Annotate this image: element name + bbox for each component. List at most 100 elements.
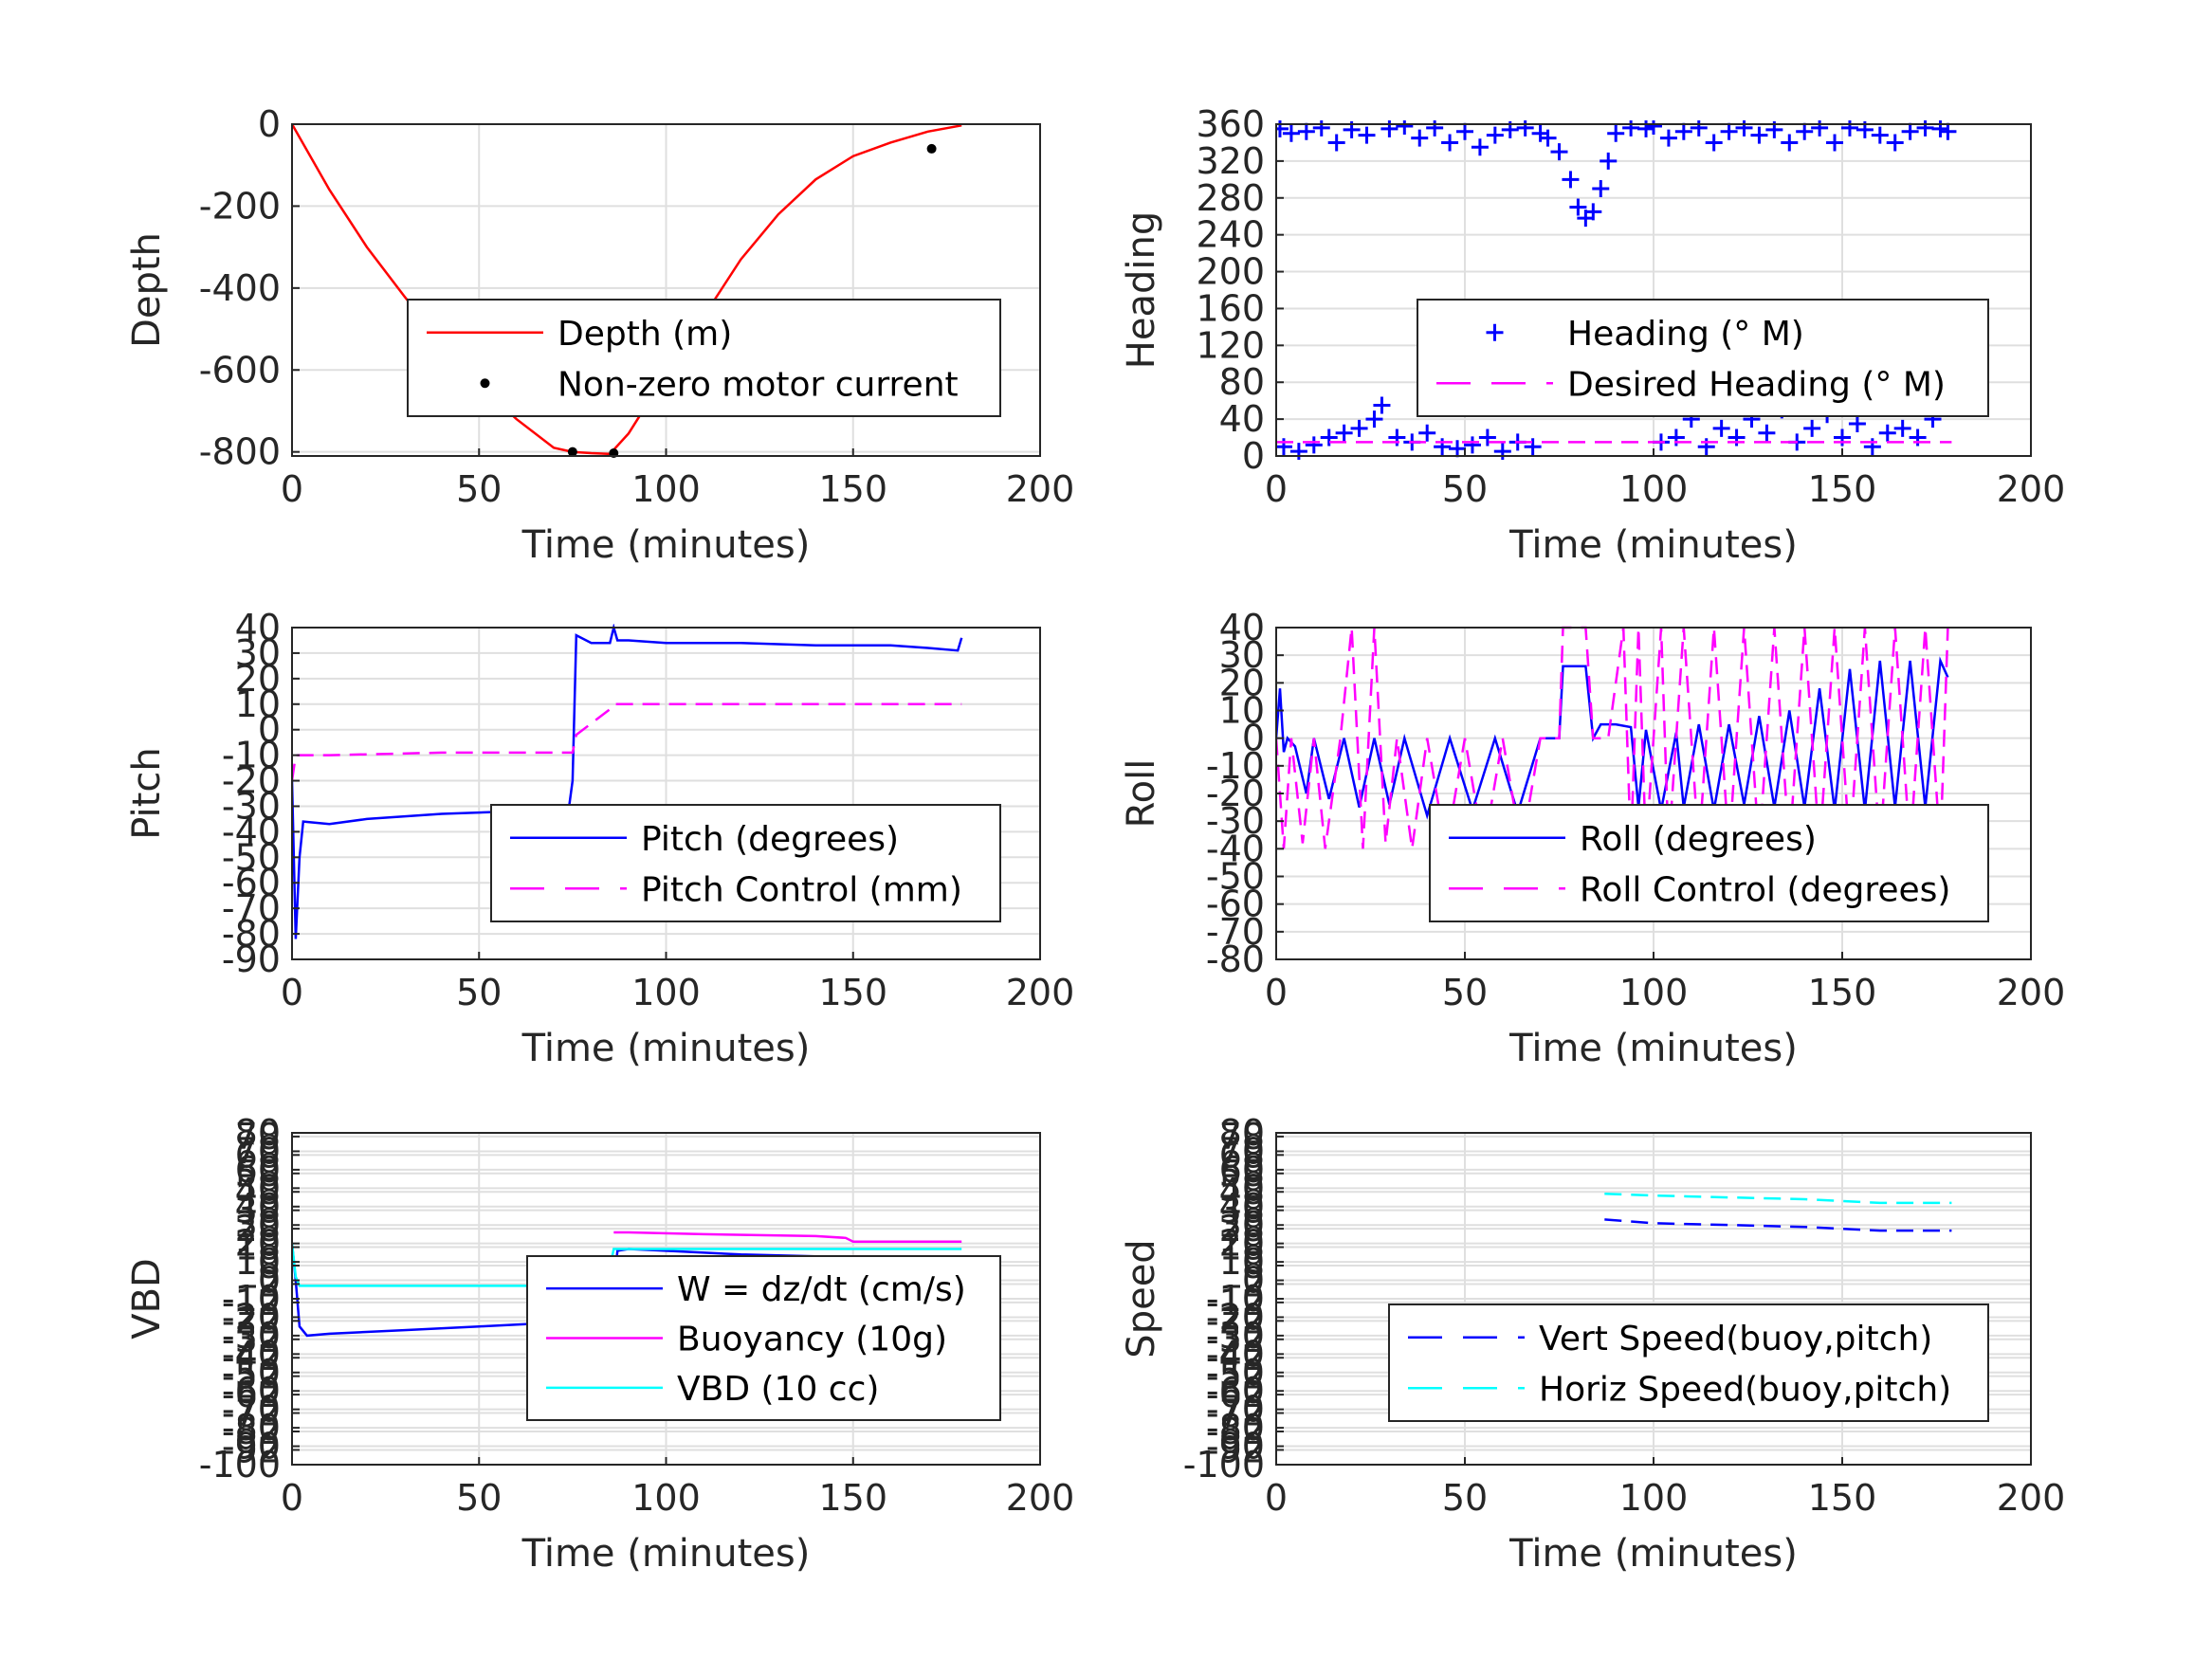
legend: Pitch (degrees) Pitch Control (mm) [490, 804, 1001, 922]
legend-box [1429, 804, 1989, 922]
y-tick-label: 50 [1219, 1167, 1265, 1209]
legend-entry-2-label: Pitch Control (mm) [641, 870, 962, 909]
series-1-point [1674, 122, 1692, 140]
y-tick-label: -800 [199, 431, 281, 473]
y-tick-label: 68 [1219, 1134, 1265, 1176]
series-1-point [1335, 424, 1353, 442]
series-1-point [1840, 120, 1858, 137]
series-1-point [1297, 122, 1315, 140]
y-tick-label: -32 [1206, 1319, 1265, 1360]
y-tick-label: 30 [1219, 1204, 1265, 1246]
y-tick-label: 10 [235, 684, 281, 725]
y-tick-label: -200 [199, 185, 281, 227]
legend: Depth (m) Non-zero motor current [407, 299, 1001, 417]
legend-box [407, 299, 1001, 417]
legend-box [1417, 299, 1989, 417]
y-tick-label: -90 [222, 939, 281, 980]
y-tick-label: -40 [1206, 1333, 1265, 1375]
y-tick-label: 58 [235, 1153, 281, 1194]
series-1-point [1735, 120, 1753, 137]
series-1-point [1289, 443, 1307, 460]
series-1-point [1916, 120, 1934, 137]
series-1-point [1939, 122, 1957, 140]
y-tick-label: 80 [235, 1112, 281, 1154]
series-1-point [1396, 120, 1414, 135]
x-tick-label: 200 [1006, 468, 1075, 510]
x-tick-label: 150 [818, 1477, 887, 1519]
series-1-point [1893, 419, 1911, 437]
series-1-line [1604, 1218, 1952, 1232]
y-axis-label: Pitch [125, 747, 169, 839]
y-tick-label: -600 [199, 349, 281, 391]
x-tick-label: 150 [818, 468, 887, 510]
series-1-point [1803, 419, 1821, 437]
series-1-point [1886, 134, 1904, 152]
legend-entry-1-label: W = dz/dt (cm/s) [677, 1270, 966, 1309]
y-tick-label: 60 [1219, 1149, 1265, 1191]
series-1-point [1584, 203, 1602, 221]
y-tick-label: -10 [222, 1278, 281, 1320]
y-tick-label: 48 [1219, 1171, 1265, 1212]
y-tick-label: -40 [222, 811, 281, 852]
x-tick-label: 50 [456, 1477, 502, 1519]
series-1-point [1720, 122, 1738, 140]
series-1-point [1358, 126, 1376, 144]
y-tick-label: 10 [235, 1241, 281, 1283]
y-tick-label: 0 [1242, 435, 1265, 477]
y-tick-label: -82 [1206, 1411, 1265, 1452]
y-tick-label: 20 [235, 1223, 281, 1265]
series-1-point [1550, 143, 1568, 161]
series-1-point [1659, 129, 1677, 147]
y-tick-label: 40 [235, 1186, 281, 1228]
y-tick-label: 120 [1196, 324, 1265, 366]
y-tick-label: -92 [222, 1429, 281, 1470]
x-tick-label: 100 [1619, 468, 1689, 510]
y-tick-label: 18 [1219, 1227, 1265, 1268]
y-tick-label: -400 [199, 267, 281, 309]
y-tick-label: 30 [235, 632, 281, 674]
y-tick-label: -40 [222, 1333, 281, 1375]
chart-panel-1: 0 50 100 150 200 0 -200 -400 -600 -800 Time (minut… [125, 103, 1074, 567]
y-tick-label: -60 [1206, 1370, 1265, 1412]
x-tick-label: 200 [1997, 972, 2066, 1013]
y-tick-label: -50 [222, 836, 281, 878]
x-tick-label: 0 [281, 1477, 303, 1519]
y-tick-label: 68 [235, 1134, 281, 1176]
series-1-line [292, 624, 963, 939]
series-1-point [1441, 134, 1459, 152]
series-1-point [1320, 428, 1338, 447]
x-axis-label: Time (minutes) [521, 523, 811, 567]
series-1-point [1592, 180, 1610, 198]
y-tick-label: -10 [1206, 1278, 1265, 1320]
y-tick-label: -70 [1206, 911, 1265, 953]
x-tick-label: 50 [456, 468, 502, 510]
x-tick-label: 0 [1265, 972, 1288, 1013]
y-tick-label: 200 [1196, 251, 1265, 293]
y-tick-label: -40 [1206, 828, 1265, 869]
chart-panel-3: 0 50 100 150 200403020100-10-20-30-40-50-60-… [125, 607, 1074, 1070]
y-tick-label: -80 [222, 913, 281, 955]
series-1-point [1449, 440, 1467, 458]
series-1-point [1493, 443, 1511, 460]
series-1-point [1811, 120, 1829, 137]
x-tick-label: 50 [1442, 1477, 1488, 1519]
series-1-point [1796, 122, 1814, 140]
y-tick-label: -60 [222, 1370, 281, 1412]
x-tick-label: 0 [1265, 1477, 1288, 1519]
y-tick-label: -12 [222, 1282, 281, 1323]
y-tick-label: -62 [222, 1374, 281, 1415]
y-tick-label: -22 [222, 1300, 281, 1341]
y-tick-label: 360 [1196, 103, 1265, 145]
y-tick-label: 38 [1219, 1190, 1265, 1231]
y-tick-label: -2 [1229, 1263, 1265, 1304]
y-tick-label: -90 [222, 1426, 281, 1468]
series-1-point [1690, 120, 1708, 137]
y-tick-label: 20 [235, 658, 281, 700]
series-1-point [1463, 436, 1481, 454]
x-tick-label: 50 [1442, 972, 1488, 1013]
y-tick-label: -30 [222, 1315, 281, 1357]
legend-entry-2-label: Desired Heading (° M) [1567, 365, 1946, 404]
legend-entry-1-swatch [1486, 323, 1504, 341]
y-tick-label: 18 [235, 1227, 281, 1268]
legend-entry-1-label: Heading (° M) [1567, 315, 1804, 354]
